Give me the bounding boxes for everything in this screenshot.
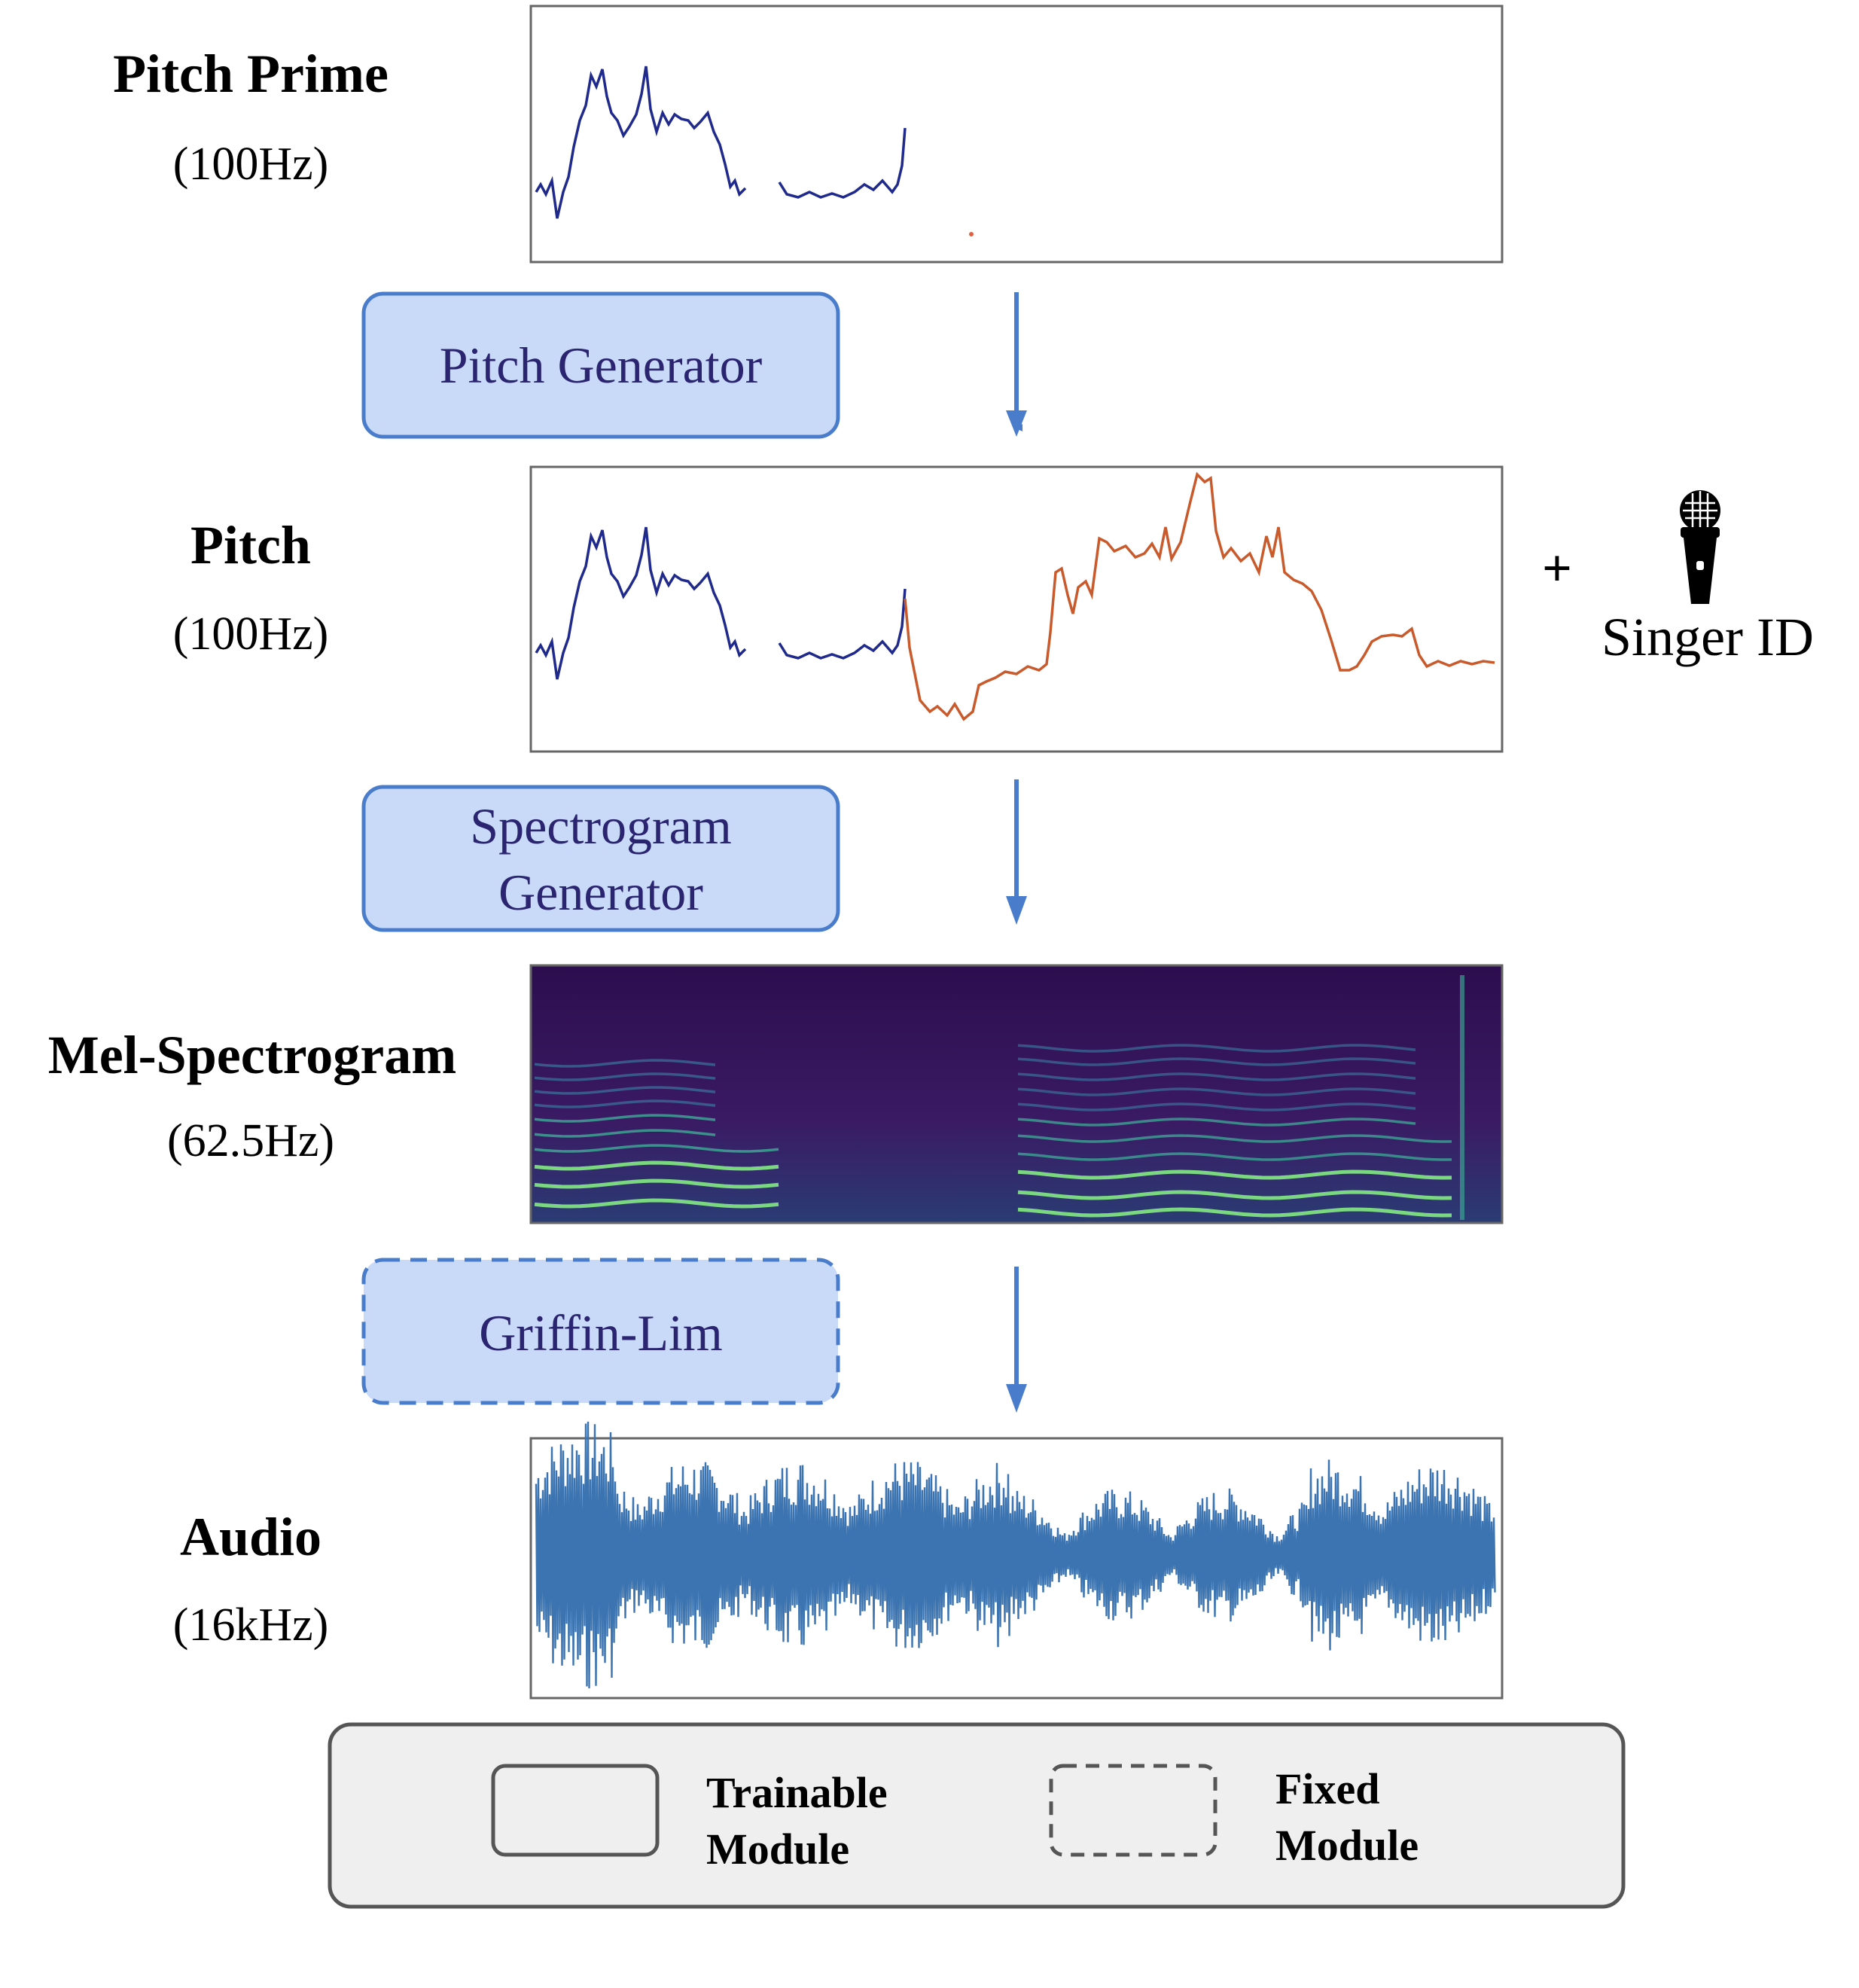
- stage-rate: (100Hz): [173, 139, 329, 190]
- stage-title: Mel-Spectrogram: [48, 1025, 456, 1085]
- stage-title: Pitch Prime: [113, 44, 389, 104]
- spectrogram-band: [1017, 1117, 1416, 1127]
- pitch-prime-curve: [535, 66, 747, 219]
- stage-label-pitch-prime: Pitch Prime (100Hz): [113, 44, 389, 190]
- spectrogram-band: [1017, 1169, 1452, 1180]
- spectrogram-band: [1017, 1044, 1416, 1053]
- spectrogram-band: [534, 1072, 716, 1081]
- plus-sign: +: [1542, 540, 1572, 598]
- legend-trainable-swatch: [491, 1764, 660, 1857]
- arrow-head: [1006, 410, 1027, 437]
- spectrogram-band: [534, 1198, 779, 1209]
- spectrogram-band: [534, 1086, 716, 1095]
- legend-trainable-label: Module: [706, 1825, 849, 1874]
- stage-rate: (62.5Hz): [167, 1115, 334, 1166]
- stage-title: Audio: [180, 1507, 322, 1567]
- singer-id-label: Singer ID: [1601, 607, 1814, 667]
- stage-rate: (16kHz): [173, 1599, 329, 1651]
- legend-fixed-label: Module: [1275, 1821, 1419, 1870]
- singer-id-conditioning: + Singer ID: [1542, 490, 1814, 667]
- stage-label-pitch: Pitch (100Hz): [173, 515, 329, 660]
- spectrogram-band: [1017, 1207, 1452, 1218]
- pitch-generated-curve: [904, 471, 1495, 721]
- pitch-prime-curve: [778, 588, 907, 660]
- pitch-prime-panel: [529, 5, 1504, 264]
- legend-fixed-label: Fixed: [1275, 1764, 1380, 1813]
- spectrogram-band: [1017, 1152, 1452, 1161]
- pitch-panel: [529, 465, 1504, 753]
- module-spectrogram-generator: Spectrogram Generator: [361, 785, 840, 932]
- stray-mark: [969, 232, 974, 236]
- spectrogram-band: [1017, 1072, 1416, 1081]
- spectrogram-band: [534, 1160, 779, 1171]
- spectrogram-band: [1017, 1087, 1416, 1096]
- microphone-icon: [1680, 490, 1720, 604]
- stage-label-audio: Audio (16kHz): [173, 1507, 329, 1651]
- spectrogram-band: [534, 1178, 779, 1189]
- spectrogram-band: [534, 1059, 716, 1068]
- audio-waveform: [535, 1421, 1496, 1689]
- spectrogram-band: [534, 1099, 716, 1108]
- mel-spectrogram-panel: [529, 964, 1504, 1224]
- arrow-head: [1006, 1384, 1027, 1413]
- spectrogram-band: [1017, 1190, 1452, 1200]
- legend: Trainable Module Fixed Module: [328, 1722, 1626, 1909]
- spectrogram-harmonics: [534, 975, 1464, 1220]
- spectrogram-band: [534, 1114, 716, 1123]
- audio-panel: [529, 1421, 1504, 1700]
- spectrogram-band: [1017, 1057, 1416, 1066]
- module-label: Pitch Generator: [440, 337, 763, 394]
- spectrogram-band: [534, 1144, 779, 1153]
- stage-title: Pitch: [190, 515, 311, 575]
- stage-label-mel-spectrogram: Mel-Spectrogram (62.5Hz): [48, 1025, 456, 1166]
- pitch-prime-curve: [778, 127, 907, 199]
- spectrogram-band: [1017, 1134, 1452, 1143]
- spectrogram-band: [534, 1129, 716, 1138]
- arrow-head: [1006, 896, 1027, 925]
- module-label: Spectrogram: [470, 797, 731, 855]
- pitch-prime-curve: [535, 526, 747, 680]
- module-griffin-lim: Griffin-Lim: [361, 1258, 840, 1405]
- module-label: Generator: [498, 864, 703, 921]
- legend-trainable-label: Trainable: [706, 1768, 888, 1817]
- stage-rate: (100Hz): [173, 608, 329, 660]
- module-label: Griffin-Lim: [479, 1304, 723, 1361]
- spectrogram-band: [1017, 1102, 1416, 1111]
- legend-fixed-swatch: [1049, 1764, 1217, 1857]
- module-pitch-generator: Pitch Generator: [361, 291, 840, 439]
